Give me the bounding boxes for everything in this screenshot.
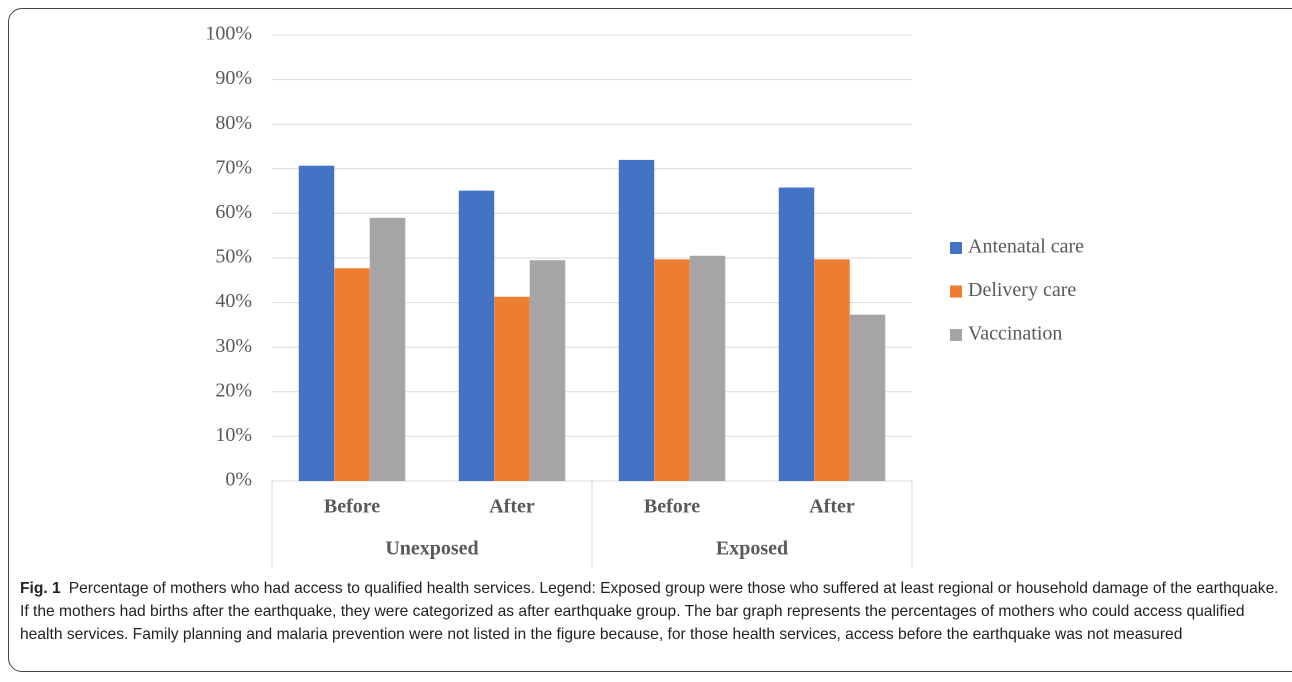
x-tick-label: After bbox=[489, 496, 535, 518]
y-tick-label: 10% bbox=[215, 424, 252, 446]
bar bbox=[494, 296, 530, 481]
y-tick-label: 0% bbox=[225, 469, 252, 491]
bar bbox=[814, 259, 850, 481]
x-group-label: Exposed bbox=[716, 538, 788, 560]
caption: Fig. 1 Percentage of mothers who had acce… bbox=[20, 577, 1282, 646]
y-tick-label: 70% bbox=[215, 156, 252, 178]
x-tick-label: After bbox=[809, 496, 855, 518]
legend-swatch bbox=[950, 285, 962, 298]
y-tick-label: 100% bbox=[205, 23, 252, 45]
x-tick-label: Before bbox=[324, 496, 380, 518]
y-tick-label: 30% bbox=[215, 335, 252, 357]
bar bbox=[689, 255, 726, 481]
x-group-label: Unexposed bbox=[385, 538, 478, 560]
legend-swatch bbox=[950, 329, 962, 341]
bar bbox=[298, 165, 335, 482]
bar bbox=[778, 187, 815, 482]
legend-label: Antenatal care bbox=[968, 236, 1084, 258]
bar bbox=[369, 217, 406, 482]
y-tick-label: 80% bbox=[215, 112, 252, 134]
bar bbox=[458, 190, 495, 482]
caption-label: Fig. 1 bbox=[20, 580, 61, 597]
y-tick-label: 20% bbox=[215, 379, 252, 401]
bar bbox=[618, 159, 655, 481]
bar bbox=[334, 268, 370, 481]
legend-label: Delivery care bbox=[968, 279, 1076, 301]
bar bbox=[849, 314, 886, 481]
y-tick-label: 60% bbox=[215, 201, 252, 223]
legend-label: Vaccination bbox=[968, 323, 1062, 345]
bar bbox=[529, 260, 566, 481]
x-tick-label: Before bbox=[644, 496, 700, 518]
caption-text: Percentage of mothers who had access to … bbox=[20, 580, 1279, 643]
y-tick-label: 40% bbox=[215, 290, 252, 312]
figure-frame bbox=[8, 8, 1292, 672]
y-tick-label: 90% bbox=[215, 67, 252, 89]
bar bbox=[654, 259, 690, 481]
y-tick-label: 50% bbox=[215, 246, 252, 268]
legend-swatch bbox=[950, 242, 962, 254]
